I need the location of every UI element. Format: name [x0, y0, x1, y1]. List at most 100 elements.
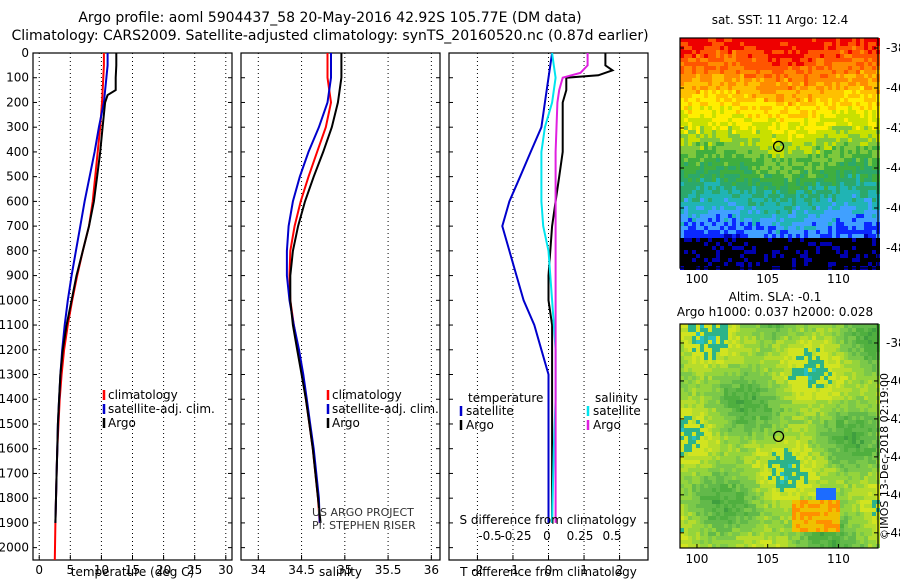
sla-map-cell — [756, 416, 760, 420]
sst-map-cell — [820, 222, 824, 226]
sst-map-cell — [832, 174, 836, 178]
sla-map-cell — [784, 448, 788, 452]
sst-map-cell — [824, 138, 828, 142]
sst-map-cell — [740, 82, 744, 86]
sst-map-cell — [680, 130, 684, 134]
sla-map-cell — [692, 468, 696, 472]
sst-map-cell — [740, 218, 744, 222]
sla-map-cell — [864, 336, 868, 340]
sla-map-cell — [712, 456, 716, 460]
sla-map-cell — [820, 408, 824, 412]
sst-map-cell — [744, 106, 748, 110]
sst-map-cell — [704, 198, 708, 202]
sst-map-cell — [700, 122, 704, 126]
sst-map-cell — [856, 242, 860, 246]
sla-map-cell — [848, 436, 852, 440]
sla-map-cell — [740, 456, 744, 460]
sla-map-cell — [804, 376, 808, 380]
sst-map-cell — [828, 190, 832, 194]
sla-map-cell — [740, 444, 744, 448]
sla-map-cell — [808, 328, 812, 332]
depth-tick-label-16: 1600 — [0, 442, 29, 456]
sst-map-cell — [780, 186, 784, 190]
sst-map-cell — [764, 182, 768, 186]
sst-map-cell — [788, 42, 792, 46]
sla-map-cell — [816, 416, 820, 420]
sst-map-cell — [692, 162, 696, 166]
sst-map-cell — [820, 54, 824, 58]
sla-map-cell — [860, 412, 864, 416]
sst-map-cell — [856, 118, 860, 122]
sst-map-cell — [776, 138, 780, 142]
sst-map-cell — [868, 86, 872, 90]
sla-map-cell — [828, 408, 832, 412]
sst-map-cell — [764, 210, 768, 214]
sst-map-cell — [800, 62, 804, 66]
sst-map-cell — [736, 106, 740, 110]
sst-map-cell — [768, 70, 772, 74]
sst-map-cell — [708, 166, 712, 170]
sst-map-cell — [776, 186, 780, 190]
sst-map-cell — [748, 110, 752, 114]
sst-map-cell — [760, 186, 764, 190]
sst-map-cell — [848, 150, 852, 154]
sst-map-cell — [712, 214, 716, 218]
sst-map-cell — [792, 186, 796, 190]
sst-map-cell — [704, 218, 708, 222]
depth-tick-label-10: 1000 — [0, 293, 29, 307]
sst-map-cell — [856, 258, 860, 262]
sst-map-cell — [756, 250, 760, 254]
sla-map-cell — [752, 460, 756, 464]
sla-map-cell — [788, 352, 792, 356]
sst-map-cell — [784, 166, 788, 170]
sla-map-cell — [756, 452, 760, 456]
sst-map-cell — [772, 210, 776, 214]
sla-map-cell — [864, 444, 868, 448]
sla-map-cell — [852, 392, 856, 396]
sla-map-cell — [788, 440, 792, 444]
sst-map-cell — [768, 174, 772, 178]
sla-map-cell — [776, 348, 780, 352]
sst-map-cell — [708, 170, 712, 174]
sla-map-cell — [716, 380, 720, 384]
sla-map-cell — [708, 428, 712, 432]
sst-map-cell — [716, 150, 720, 154]
sla-map-cell — [836, 412, 840, 416]
sla-map-cell — [812, 432, 816, 436]
sla-map-cell — [840, 356, 844, 360]
sst-map-cell — [772, 250, 776, 254]
sst-map-cell — [748, 70, 752, 74]
sla-map-cell — [736, 460, 740, 464]
sst-map-cell — [760, 162, 764, 166]
sst-map-cell — [860, 38, 864, 42]
sst-map-cell — [872, 82, 876, 86]
sla-map-cell — [748, 368, 752, 372]
sla-map-cell — [748, 416, 752, 420]
sla-map-cell — [856, 464, 860, 468]
sla-map-cell — [680, 372, 684, 376]
sst-map-cell — [720, 38, 724, 42]
sst-map-cell — [824, 46, 828, 50]
sla-map-cell — [688, 448, 692, 452]
sla-map-cell — [736, 340, 740, 344]
sst-map-cell — [836, 190, 840, 194]
sst-map-cell — [768, 258, 772, 262]
sst-map-cell — [796, 250, 800, 254]
sst-map-cell — [776, 254, 780, 258]
sla-map-cell — [852, 380, 856, 384]
sst-map-cell — [836, 62, 840, 66]
sla-map-cell — [716, 432, 720, 436]
sla-map-cell — [788, 408, 792, 412]
sst-map-cell — [784, 198, 788, 202]
sst-map-cell — [836, 130, 840, 134]
sla-map-cell — [860, 332, 864, 336]
sst-map-cell — [820, 150, 824, 154]
sst-map-cell — [752, 130, 756, 134]
sla-map-cell — [728, 344, 732, 348]
sla-map-cell — [832, 388, 836, 392]
sst-map-cell — [824, 234, 828, 238]
sst-map-cell — [816, 250, 820, 254]
sst-map-cell — [872, 178, 876, 182]
sla-map-cell — [724, 372, 728, 376]
sst-map-cell — [708, 158, 712, 162]
